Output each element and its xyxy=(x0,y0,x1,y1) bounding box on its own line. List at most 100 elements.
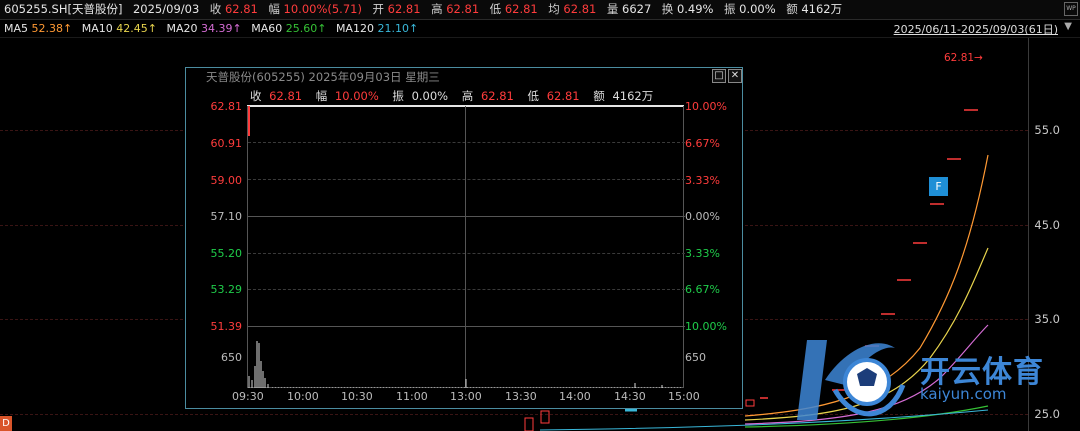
right-axis-label: 10.00% xyxy=(685,100,727,113)
price-axis-label: 35.0 xyxy=(1034,312,1060,326)
close-value: 62.81 xyxy=(224,2,258,16)
high-value: 62.81 xyxy=(446,2,480,16)
x-tick: 14:30 xyxy=(614,390,646,403)
turnover-label: 换 xyxy=(661,2,674,16)
popup-amp-label: 振 xyxy=(392,89,404,103)
plot-grid-line xyxy=(248,253,685,254)
left-axis-label: 650 xyxy=(221,351,242,364)
ma20-line xyxy=(744,324,989,425)
ma10-value: 42.45↑ xyxy=(116,22,157,35)
quote-bar: 605255.SH[天普股份] 2025/09/03 收 62.81 幅 10.… xyxy=(0,0,1080,20)
ma60-line xyxy=(744,405,989,428)
x-tick: 13:00 xyxy=(450,390,482,403)
turnover-value: 0.49% xyxy=(676,2,714,16)
popup-close-label: 收 xyxy=(250,89,262,103)
range-dropdown-icon[interactable]: ▼ xyxy=(1064,21,1072,32)
ma20-name: MA20 xyxy=(166,22,198,35)
popup-info-row: 收 62.81 幅 10.00% 振 0.00% 高 62.81 低 62.81… xyxy=(250,88,663,104)
ma60-item: MA60 25.60↑ xyxy=(251,20,326,37)
wp-badge[interactable]: WP xyxy=(1064,2,1078,16)
f-badge[interactable]: F xyxy=(929,177,948,196)
plot-grid-line xyxy=(248,179,685,180)
popup-high-label: 高 xyxy=(461,89,474,103)
candle[interactable] xyxy=(524,417,534,431)
ma60-name: MA60 xyxy=(251,22,283,35)
price-axis-label: 25.0 xyxy=(1034,407,1060,421)
popup-change-label: 幅 xyxy=(315,89,328,103)
low-label: 低 xyxy=(489,2,502,16)
amount-value: 4162万 xyxy=(801,2,843,16)
popup-amp-value: 0.00% xyxy=(411,89,449,103)
right-axis-label: 6.67% xyxy=(685,283,720,296)
x-tick: 09:30 xyxy=(232,390,264,403)
grid-line xyxy=(0,414,1028,415)
plot-grid-line xyxy=(248,216,685,217)
ma5-item: MA5 52.38↑ xyxy=(4,20,72,37)
popup-change-value: 10.00% xyxy=(334,89,379,103)
left-axis-label: 53.29 xyxy=(210,283,243,296)
right-axis-label: 0.00% xyxy=(685,210,720,223)
right-axis-label: 3.33% xyxy=(685,247,720,260)
left-axis-label: 55.20 xyxy=(210,247,243,260)
plot-grid-line xyxy=(248,142,685,143)
open-label: 开 xyxy=(372,2,384,16)
ma120-line xyxy=(539,409,989,431)
popup-close-value: 62.81 xyxy=(269,89,303,103)
ma120-value: 21.10↑ xyxy=(377,22,419,35)
candle[interactable] xyxy=(540,410,550,424)
x-tick: 10:30 xyxy=(341,390,373,403)
d-badge[interactable]: D xyxy=(0,416,12,431)
last-price-marker: 62.81→ xyxy=(944,52,983,64)
close-label: 收 xyxy=(209,2,222,16)
change-label: 幅 xyxy=(268,2,280,16)
right-axis-label: 6.67% xyxy=(685,137,720,150)
watermark-brand: 开云体育 xyxy=(920,355,1044,390)
candle[interactable] xyxy=(745,399,755,407)
ma5-name: MA5 xyxy=(4,22,29,35)
left-axis-label: 57.10 xyxy=(210,210,243,223)
restore-button[interactable]: □ xyxy=(712,69,726,83)
price-axis-label: 55.0 xyxy=(1034,123,1060,137)
ma10-name: MA10 xyxy=(81,22,113,35)
popup-low-label: 低 xyxy=(527,89,540,103)
ma120-name: MA120 xyxy=(335,22,374,35)
symbol-label[interactable]: 605255.SH[天普股份] xyxy=(4,2,123,16)
avg-label: 均 xyxy=(548,2,560,16)
left-axis-label: 51.39 xyxy=(210,320,243,333)
left-axis-label: 59.00 xyxy=(210,174,243,187)
amount-label: 额 xyxy=(786,2,798,16)
popup-amount-label: 额 xyxy=(593,89,605,103)
right-axis-label: 3.33% xyxy=(685,174,720,187)
popup-amount-value: 4162万 xyxy=(612,89,654,103)
popup-title: 天普股份(605255) 2025年09月03日 星期三 xyxy=(206,70,440,84)
volume-value: 6627 xyxy=(622,2,652,16)
open-value: 62.81 xyxy=(387,2,421,16)
open-tick xyxy=(248,106,250,136)
x-tick: 13:30 xyxy=(505,390,537,403)
watermark-logo-icon xyxy=(797,340,906,420)
plot-grid-line xyxy=(248,289,685,290)
price-axis-label: 45.0 xyxy=(1034,218,1060,232)
x-tick: 15:00 xyxy=(668,390,700,403)
intraday-popup[interactable]: 天普股份(605255) 2025年09月03日 星期三 □ ✕ 收 62.81… xyxy=(185,67,743,409)
date-range-label[interactable]: 2025/06/11-2025/09/03(61日) xyxy=(893,23,1058,36)
popup-low-value: 62.81 xyxy=(546,89,580,103)
volume-label: 量 xyxy=(606,2,619,16)
plot-midday-line xyxy=(465,106,466,387)
amplitude-value: 0.00% xyxy=(739,2,776,16)
close-button[interactable]: ✕ xyxy=(728,69,742,83)
change-value: 10.00%(5.71) xyxy=(283,2,362,16)
watermark-url: kaiyun.com xyxy=(920,385,1007,403)
avg-value: 62.81 xyxy=(563,2,597,16)
x-tick: 14:00 xyxy=(559,390,591,403)
left-axis-label: 60.91 xyxy=(210,137,243,150)
right-axis-label: 650 xyxy=(685,351,706,364)
date-label: 2025/09/03 xyxy=(132,2,200,16)
volume-histogram xyxy=(248,341,683,388)
ma20-item: MA20 34.39↑ xyxy=(166,20,241,37)
ma120-item: MA120 21.10↑ xyxy=(336,20,418,37)
left-axis-label: 62.81 xyxy=(210,100,243,113)
ma5-value: 52.38↑ xyxy=(31,22,73,35)
price-axis-line xyxy=(1028,38,1029,431)
high-label: 高 xyxy=(431,2,443,16)
